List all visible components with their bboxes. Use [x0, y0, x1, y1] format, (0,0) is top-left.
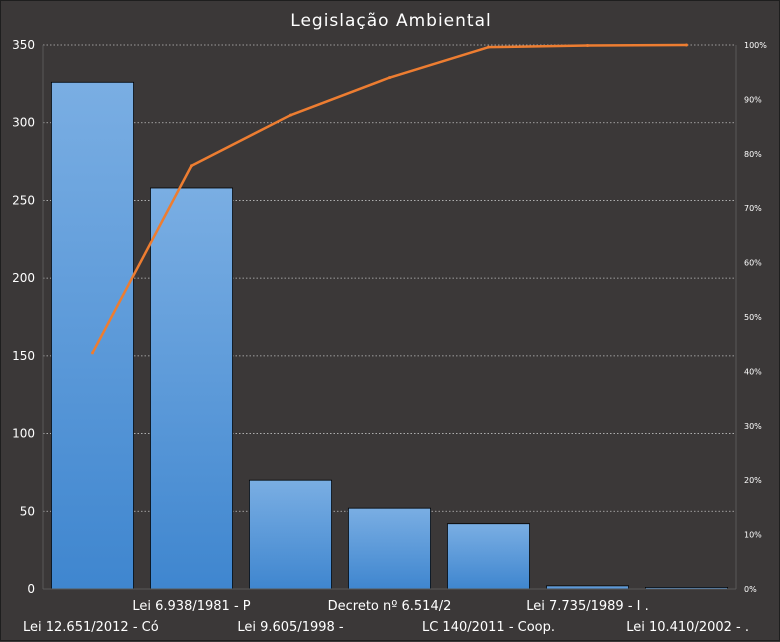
y2-tick-label: 20%: [744, 476, 762, 485]
y2-tick-label: 0%: [744, 585, 757, 594]
line-point: [91, 351, 94, 355]
line-point: [289, 113, 292, 117]
line-point: [388, 76, 391, 80]
x-axis: Lei 12.651/2012 - Có Lei 6.938/1981 - P Le…: [23, 599, 749, 635]
y-tick-label: 350: [12, 38, 35, 52]
y-tick-label: 100: [12, 427, 35, 441]
y-tick-label: 0: [27, 582, 35, 596]
bar: [51, 81, 134, 590]
y2-tick-label: 70%: [744, 204, 762, 213]
x-category-label: Lei 6.938/1981 - P: [132, 599, 250, 614]
y-axis-secondary: 0% 10% 20% 30% 40% 50% 60% 70% 80% 90% 100%: [744, 41, 767, 594]
line-point: [190, 164, 193, 168]
y-tick-label: 50: [20, 504, 35, 518]
x-category-label: Decreto nº 6.514/2: [328, 599, 452, 614]
chart-title: Legislação Ambiental: [290, 11, 491, 31]
y-tick-label: 300: [12, 116, 35, 130]
bar: [150, 187, 233, 590]
y-axis-primary: 0 50 100 150 200 250 300 350: [12, 38, 737, 596]
y2-tick-label: 100%: [744, 41, 767, 50]
line-point: [685, 43, 688, 47]
line-point: [487, 45, 490, 49]
bar-series: [51, 81, 728, 590]
x-category-label: Lei 9.605/1998 -: [237, 620, 344, 635]
bar: [249, 479, 332, 590]
y2-tick-label: 90%: [744, 95, 762, 104]
y2-tick-label: 50%: [744, 313, 762, 322]
gridlines: [43, 44, 736, 512]
y-tick-label: 150: [12, 349, 35, 363]
y2-tick-label: 30%: [744, 422, 762, 431]
y-tick-label: 200: [12, 271, 35, 285]
y2-tick-label: 80%: [744, 150, 762, 159]
y2-tick-label: 60%: [744, 259, 762, 268]
x-category-label: Lei 7.735/1989 - I .: [526, 599, 649, 614]
cumulative-line-series: [91, 43, 688, 355]
x-category-label: Lei 10.410/2002 - .: [626, 620, 749, 635]
bar: [348, 507, 431, 590]
y2-tick-label: 10%: [744, 531, 762, 540]
x-category-label: LC 140/2011 - Coop.: [422, 620, 555, 635]
y-tick-label: 250: [12, 193, 35, 207]
bar: [447, 523, 530, 590]
x-category-label: Lei 12.651/2012 - Có: [23, 620, 159, 635]
y2-tick-label: 40%: [744, 367, 762, 376]
line-point: [586, 44, 589, 48]
